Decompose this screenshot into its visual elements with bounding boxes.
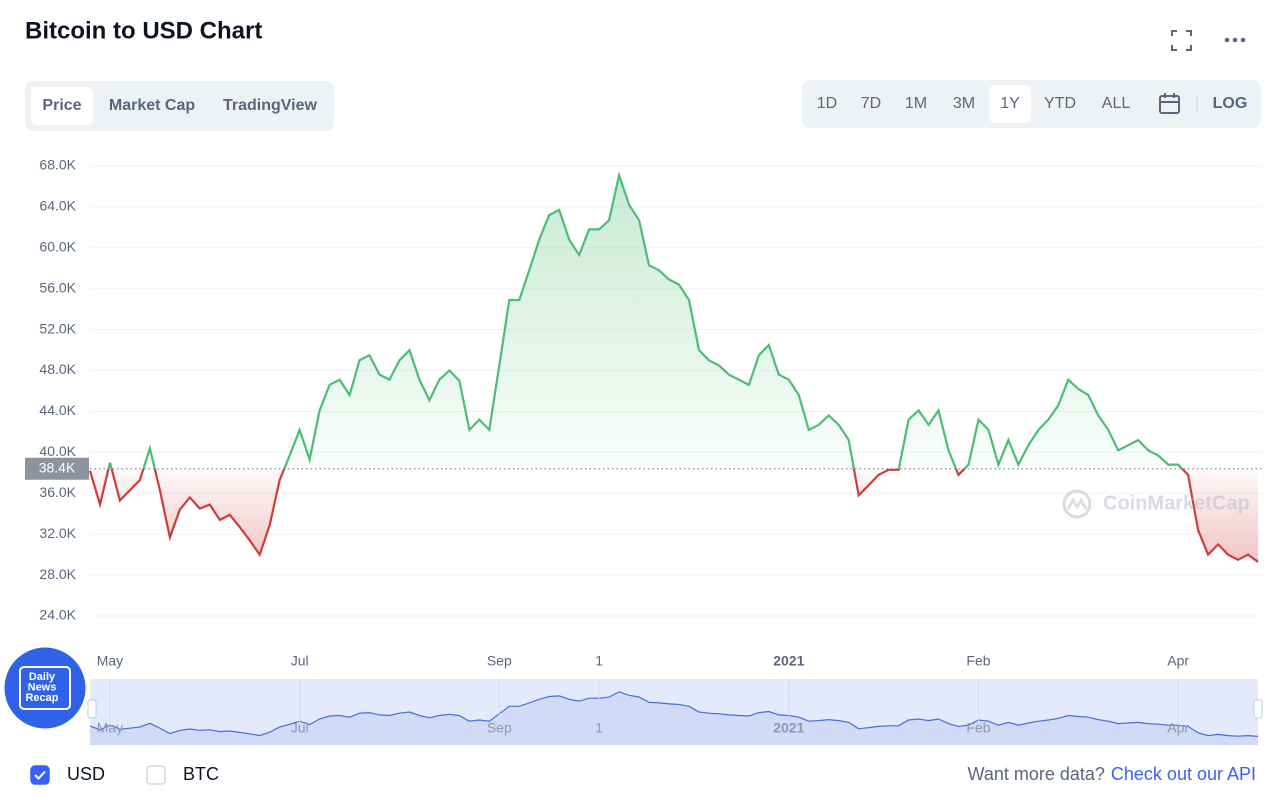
- range-button[interactable]: YTD: [1044, 95, 1076, 112]
- y-tick-label: 36.0K: [39, 484, 76, 500]
- navigator-label: Feb: [966, 720, 990, 736]
- tab[interactable]: TradingView: [223, 97, 318, 114]
- y-tick-label: 24.0K: [39, 607, 76, 623]
- range-button[interactable]: 1Y: [1000, 95, 1020, 112]
- currency-checkbox[interactable]: [30, 765, 50, 785]
- x-tick-label: May: [97, 653, 123, 669]
- active-tab-bg: [31, 87, 93, 125]
- tab-group: [25, 81, 334, 131]
- x-tick-label: 2021: [773, 653, 804, 669]
- reference-label-bg: [25, 457, 89, 480]
- x-tick-label: Feb: [966, 653, 990, 669]
- currency-checkbox[interactable]: [146, 765, 166, 785]
- api-prompt: Want more data?: [968, 764, 1105, 784]
- x-tick-label: Apr: [1167, 653, 1189, 669]
- api-link[interactable]: Check out our API: [1111, 764, 1256, 784]
- more-button[interactable]: [1224, 37, 1246, 43]
- watermark: CoinMarketCap: [1062, 489, 1250, 519]
- area-down: [90, 468, 1258, 562]
- range-button[interactable]: ALL: [1102, 95, 1131, 112]
- badge-text: Recap: [25, 692, 58, 704]
- navigator-label: May: [97, 720, 123, 736]
- badge-text: Daily: [29, 671, 56, 683]
- range-button[interactable]: 1D: [817, 95, 837, 112]
- y-tick-label: 40.0K: [39, 443, 76, 459]
- range-button[interactable]: 3M: [953, 95, 975, 112]
- navigator-label: Sep: [487, 720, 512, 736]
- calendar-button[interactable]: [1159, 93, 1180, 114]
- y-tick-label: 56.0K: [39, 279, 76, 295]
- navigator-handle[interactable]: [87, 699, 97, 719]
- currency-label[interactable]: USD: [67, 764, 105, 784]
- currency-label[interactable]: BTC: [183, 764, 219, 784]
- range-group: [802, 80, 1261, 128]
- badge-text: News: [28, 681, 57, 693]
- fullscreen-button[interactable]: [1171, 30, 1192, 51]
- price-line-up: [107, 171, 1184, 469]
- x-tick-label: 1: [595, 653, 603, 669]
- navigator-handle[interactable]: [1253, 699, 1263, 719]
- y-tick-label: 52.0K: [39, 320, 76, 336]
- y-tick-label: 44.0K: [39, 402, 76, 418]
- y-tick-label: 68.0K: [39, 157, 76, 173]
- y-tick-label: 48.0K: [39, 361, 76, 377]
- checkmark: [34, 770, 46, 780]
- page-title: Bitcoin to USD Chart: [25, 17, 262, 44]
- navigator-label: 1: [595, 720, 603, 736]
- reference-label: 38.4K: [39, 459, 76, 475]
- y-tick-label: 28.0K: [39, 566, 76, 582]
- tab[interactable]: Price: [42, 97, 81, 114]
- active-range-bg: [989, 85, 1031, 123]
- watermark-text: CoinMarketCap: [1103, 492, 1250, 514]
- tab[interactable]: Market Cap: [109, 97, 195, 114]
- x-tick-label: Jul: [291, 653, 309, 669]
- navigator-label: 2021: [773, 720, 804, 736]
- navigator-label: Apr: [1167, 720, 1189, 736]
- navigator-area: [90, 691, 1258, 745]
- x-tick-label: Sep: [487, 653, 512, 669]
- y-tick-label: 60.0K: [39, 238, 76, 254]
- navigator-line: [89, 691, 1259, 737]
- y-tick-label: 64.0K: [39, 198, 76, 214]
- navigator-label: Jul: [291, 720, 309, 736]
- range-button[interactable]: 1M: [905, 95, 927, 112]
- range-button[interactable]: 7D: [861, 95, 881, 112]
- area-up: [108, 175, 1183, 469]
- log-button[interactable]: LOG: [1213, 95, 1248, 112]
- y-tick-label: 32.0K: [39, 525, 76, 541]
